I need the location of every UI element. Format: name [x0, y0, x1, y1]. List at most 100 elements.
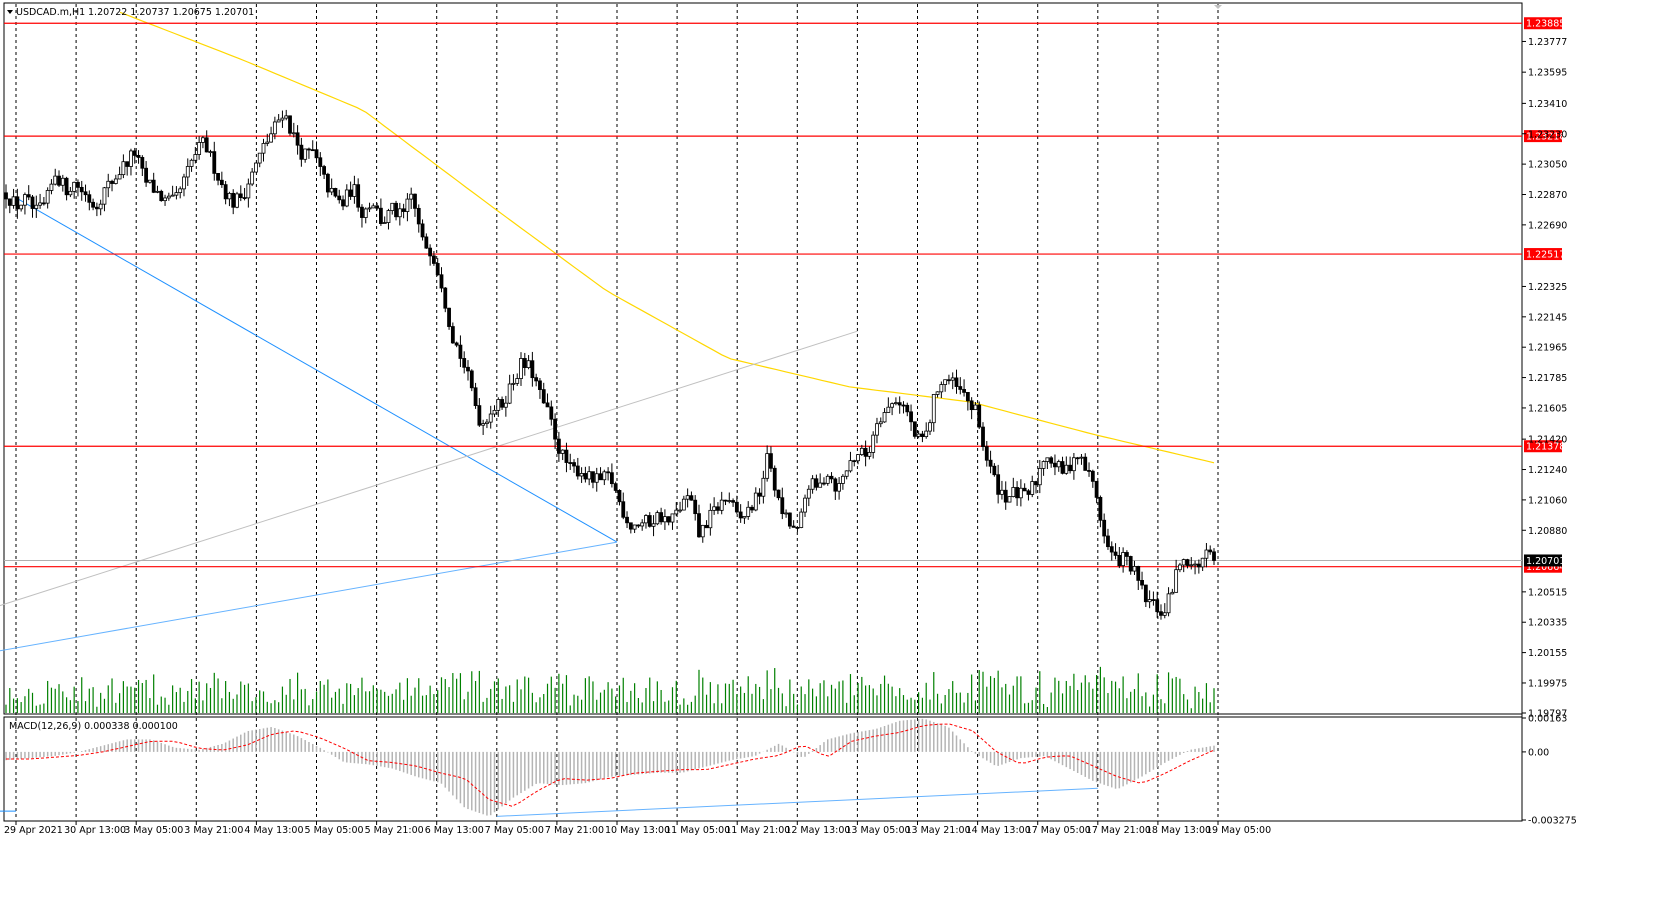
candle-body — [409, 193, 414, 200]
candle-body — [19, 204, 24, 210]
candle-body — [1094, 480, 1099, 498]
candle-body — [378, 207, 383, 224]
price-tick-label: 1.23050 — [1528, 160, 1567, 171]
macd-panel[interactable] — [3, 716, 1523, 822]
price-tick-label: 1.22870 — [1528, 190, 1567, 201]
caret-down-icon[interactable] — [7, 10, 13, 14]
candle-body — [265, 141, 270, 144]
candle-body — [197, 142, 202, 155]
candle-body — [469, 370, 474, 389]
candle-body — [363, 208, 368, 218]
shift-marker-icon[interactable] — [1214, 5, 1222, 9]
moving-average — [119, 11, 1215, 464]
candle-body — [1136, 565, 1141, 581]
candle-body — [1034, 481, 1038, 486]
candle-body — [617, 490, 622, 503]
candle-body — [98, 203, 103, 210]
candle-body — [920, 433, 925, 438]
candle-body — [216, 172, 220, 181]
candle-body — [307, 148, 311, 151]
candle-body — [598, 473, 603, 481]
candle-body — [1041, 461, 1046, 469]
candle-body — [1064, 464, 1069, 474]
time-label: 7 May 05:00 — [485, 825, 544, 836]
candle-body — [594, 473, 599, 483]
level-label: 1.23216 — [1526, 132, 1565, 143]
candle-body — [931, 394, 936, 424]
candle-body — [147, 179, 152, 183]
candle-body — [193, 154, 198, 161]
candle-body — [825, 475, 830, 484]
candle-body — [708, 509, 713, 529]
candle-body — [394, 202, 398, 218]
candle-body — [223, 184, 228, 200]
candle-body — [704, 524, 709, 529]
price-panel[interactable] — [3, 2, 1523, 715]
candle-body — [602, 471, 607, 481]
candle-body — [1121, 552, 1126, 567]
time-label: 5 May 21:00 — [365, 825, 424, 836]
price-tick-label: 1.20515 — [1528, 587, 1567, 598]
candle-body — [132, 150, 137, 156]
bid-label: 1.20701 — [1526, 556, 1565, 567]
price-tick-label: 1.22145 — [1528, 312, 1567, 323]
candle-body — [924, 430, 929, 438]
price-tick-label: 1.21605 — [1528, 403, 1567, 414]
candle-body — [734, 501, 739, 513]
candle-body — [678, 509, 682, 512]
candle-body — [113, 178, 118, 184]
candle-body — [261, 143, 266, 154]
macd-tick-label: 0.00 — [1528, 747, 1549, 758]
candle-body — [94, 206, 99, 210]
ma-line — [119, 11, 1215, 464]
candle-body — [742, 516, 747, 519]
candle-body — [450, 326, 455, 344]
candle-body — [341, 199, 345, 207]
candle-body — [272, 121, 277, 135]
candle-body — [303, 148, 308, 160]
candle-body — [916, 433, 921, 437]
candle-body — [534, 377, 539, 382]
candle-body — [57, 175, 61, 186]
candle-body — [837, 483, 842, 492]
candle-body — [1106, 535, 1110, 548]
candle-body — [1143, 584, 1148, 603]
candle-body — [663, 516, 667, 523]
candle-body — [110, 180, 114, 184]
candle-body — [185, 166, 190, 178]
candle-body — [644, 515, 648, 524]
candle-body — [697, 513, 701, 538]
candle-body — [1147, 599, 1152, 603]
horizontal-levels[interactable]: 1.23885 1.23216 1.22517 1.21378 1.206641.207… — [4, 17, 1565, 573]
price-tick-label: 1.20155 — [1528, 648, 1567, 659]
candle-body — [401, 208, 406, 212]
level-label: 1.20664 — [1526, 562, 1565, 573]
candle-body — [231, 192, 236, 208]
candle-body — [325, 173, 330, 193]
candle-body — [556, 438, 561, 454]
candle-body — [636, 524, 641, 527]
candle-body — [38, 202, 42, 206]
candle-body — [863, 447, 868, 457]
trendlines[interactable] — [0, 197, 858, 659]
candle-body — [219, 179, 224, 186]
candle-body — [572, 462, 576, 467]
trendline — [0, 330, 858, 607]
time-label: 11 May 21:00 — [725, 825, 790, 836]
trendline — [0, 541, 618, 652]
candle-body — [560, 449, 565, 454]
candle-body — [579, 473, 584, 477]
candle-body — [466, 366, 470, 372]
time-label: 4 May 13:00 — [244, 825, 303, 836]
candle-body — [405, 198, 410, 212]
candle-body — [68, 190, 73, 196]
candle-body — [621, 501, 626, 518]
candle-body — [844, 470, 849, 477]
price-tick-label: 1.21420 — [1528, 435, 1567, 446]
candle-body — [647, 515, 652, 527]
time-label: 5 May 05:00 — [305, 825, 364, 836]
candle-body — [818, 482, 823, 488]
candle-body — [121, 161, 126, 176]
